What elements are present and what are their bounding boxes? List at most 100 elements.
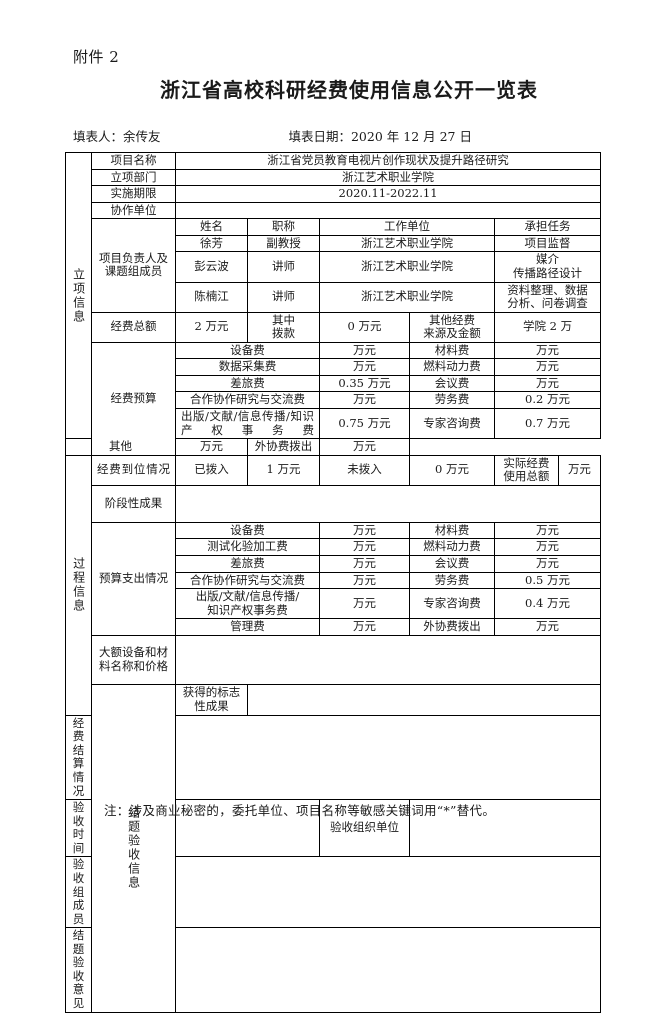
member-unit[interactable]: 浙江艺术职业学院 xyxy=(319,281,495,313)
period-label: 实施期限 xyxy=(91,185,176,203)
budget-value[interactable]: 万元 xyxy=(319,341,410,360)
settlement-value[interactable] xyxy=(174,714,602,801)
allocated-label: 已拨入 xyxy=(175,454,248,486)
appropriation-value[interactable]: 0 万元 xyxy=(319,311,410,343)
member-title[interactable]: 讲师 xyxy=(247,281,320,313)
budget-item: 劳务费 xyxy=(409,391,495,409)
member-name[interactable]: 彭云波 xyxy=(175,251,248,283)
table-row: 差旅费 0.35 万元 会议费 万元 xyxy=(66,374,602,393)
footer-note: 注：涉及商业秘密的，委托单位、项目名称等敏感关键词用“*”替代。 xyxy=(104,803,496,818)
expenditure-item: 差旅费 xyxy=(175,554,320,573)
table-row: 项目负责人及课题组成员 姓名 职称 工作单位 承担任务 xyxy=(66,218,602,313)
acceptance-members-label: 验收组成员 xyxy=(65,856,92,929)
document-page: 附件 2 浙江省高校科研经费使用信息公开一览表 填表人：余传友 填表日期：202… xyxy=(65,48,602,1013)
budget-value[interactable]: 万元 xyxy=(175,438,248,456)
section-label-acceptance: 结题验收信息 xyxy=(91,683,176,1013)
actual-usage-label: 实际经费 使用总额 xyxy=(495,455,559,485)
expenditure-item: 材料费 xyxy=(409,521,495,540)
expenditure-item: 外协费拨出 xyxy=(409,618,495,636)
project-name-label: 项目名称 xyxy=(91,152,176,170)
member-title[interactable]: 副教授 xyxy=(247,234,320,253)
member-task[interactable]: 媒介 传播路径设计 xyxy=(493,251,602,283)
department-value[interactable]: 浙江艺术职业学院 xyxy=(174,168,602,187)
acceptance-members-value[interactable] xyxy=(174,856,602,929)
large-equipment-value[interactable] xyxy=(174,634,602,685)
member-name[interactable]: 徐芳 xyxy=(175,234,248,253)
member-task[interactable]: 资料整理、数据 分析、问卷调查 xyxy=(493,281,602,313)
budget-value[interactable]: 0.35 万元 xyxy=(319,374,410,393)
team-label: 项目负责人及课题组成员 xyxy=(91,218,176,313)
table-row: 阶段性成果 xyxy=(66,484,602,523)
actual-usage-value[interactable]: 万元 xyxy=(567,462,591,477)
funding-total-value[interactable]: 2 万元 xyxy=(175,311,248,343)
allocated-value[interactable]: 1 万元 xyxy=(247,454,320,486)
table-row: 结题验收信息 获得的标志性成果 xyxy=(66,683,602,1013)
acceptance-time-value[interactable] xyxy=(175,799,320,858)
expenditure-value[interactable]: 万元 xyxy=(493,618,602,636)
preparer-label: 填表人：余传友 xyxy=(73,129,161,144)
expenditure-value[interactable]: 万元 xyxy=(493,554,602,573)
expenditure-label: 预算支出情况 xyxy=(91,521,176,636)
budget-value[interactable]: 0.2 万元 xyxy=(493,391,602,409)
budget-item: 差旅费 xyxy=(175,374,320,393)
arrival-label: 经费到位情况 xyxy=(91,454,176,486)
team-col-task: 承担任务 xyxy=(493,218,602,236)
table-row: 陈楠江 讲师 浙江艺术职业学院 资料整理、数据 分析、问卷调查 xyxy=(66,281,602,313)
budget-value[interactable]: 0.7 万元 xyxy=(493,407,602,440)
actual-usage-group: 实际经费 使用总额 万元 xyxy=(493,454,602,486)
period-value[interactable]: 2020.11-2022.11 xyxy=(174,185,602,203)
unallocated-label: 未拨入 xyxy=(319,454,410,486)
budget-value[interactable]: 0.75 万元 xyxy=(319,407,410,440)
member-title[interactable]: 讲师 xyxy=(247,251,320,283)
other-source-value[interactable]: 学院 2 万 xyxy=(493,311,602,343)
expenditure-value[interactable]: 万元 xyxy=(319,571,410,590)
budget-item: 设备费 xyxy=(175,341,320,360)
member-unit[interactable]: 浙江艺术职业学院 xyxy=(319,251,495,283)
table-row: 出版/文献/信息传播/知识产权事务费 0.75 万元 专家咨询费 0.7 万元 xyxy=(66,407,602,440)
budget-item: 数据采集费 xyxy=(175,358,320,376)
section-label-establishment: 立项信息 xyxy=(65,151,92,440)
expenditure-value[interactable]: 万元 xyxy=(319,618,410,636)
table-row: 数据采集费 万元 燃料动力费 万元 xyxy=(66,358,602,376)
expenditure-value[interactable]: 0.5 万元 xyxy=(493,571,602,590)
table-row: 实施期限 2020.11-2022.11 xyxy=(66,185,602,203)
table-row: 协作单位 xyxy=(66,201,602,220)
acceptance-org-value[interactable] xyxy=(408,799,602,858)
table-row: 预算支出情况 设备费 万元 材料费 万元 xyxy=(66,521,602,636)
stage-results-label: 阶段性成果 xyxy=(91,484,176,523)
expenditure-value[interactable]: 万元 xyxy=(319,554,410,573)
expenditure-item: 燃料动力费 xyxy=(409,538,495,556)
unallocated-value[interactable]: 0 万元 xyxy=(409,454,495,486)
table-row: 大额设备和材料名称和价格 xyxy=(66,634,602,685)
expenditure-value[interactable]: 万元 xyxy=(493,538,602,556)
budget-value[interactable]: 万元 xyxy=(493,374,602,393)
expenditure-value[interactable]: 万元 xyxy=(493,521,602,540)
section-label-process: 过程信息 xyxy=(65,454,92,716)
budget-value[interactable]: 万元 xyxy=(319,358,410,376)
budget-value[interactable]: 万元 xyxy=(319,391,410,409)
member-task[interactable]: 项目监督 xyxy=(493,234,602,253)
landmark-results-label: 获得的标志性成果 xyxy=(175,683,248,716)
expenditure-item: 出版/文献/信息传播/知识产权事务费 xyxy=(175,588,320,620)
landmark-results-value[interactable] xyxy=(246,683,602,716)
budget-item: 专家咨询费 xyxy=(409,407,495,440)
member-unit[interactable]: 浙江艺术职业学院 xyxy=(319,234,495,253)
acceptance-opinion-value[interactable] xyxy=(174,927,602,1013)
expenditure-item: 管理费 xyxy=(175,618,320,636)
team-col-title: 职称 xyxy=(247,218,320,236)
member-name[interactable]: 陈楠江 xyxy=(175,281,248,313)
budget-value[interactable]: 万元 xyxy=(493,341,602,360)
expenditure-value[interactable]: 0.4 万元 xyxy=(493,588,602,620)
form-meta: 填表人：余传友 填表日期：2020 年 12 月 27 日 xyxy=(73,126,593,145)
expenditure-value[interactable]: 万元 xyxy=(319,538,410,556)
table-row: 过程信息 经费到位情况 已拨入 1 万元 未拨入 0 万元 实际经费 使用总额 万… xyxy=(65,454,602,716)
page-title: 浙江省高校科研经费使用信息公开一览表 xyxy=(160,78,538,102)
fill-date-label: 填表日期：2020 年 12 月 27 日 xyxy=(288,129,472,144)
expenditure-value[interactable]: 万元 xyxy=(319,588,410,620)
project-name-value[interactable]: 浙江省党员教育电视片创作现状及提升路径研究 xyxy=(174,152,602,170)
expenditure-value[interactable]: 万元 xyxy=(319,521,410,540)
budget-value[interactable]: 万元 xyxy=(319,438,410,456)
stage-results-value[interactable] xyxy=(174,484,602,523)
partner-value[interactable] xyxy=(174,201,602,220)
budget-value[interactable]: 万元 xyxy=(493,358,602,376)
